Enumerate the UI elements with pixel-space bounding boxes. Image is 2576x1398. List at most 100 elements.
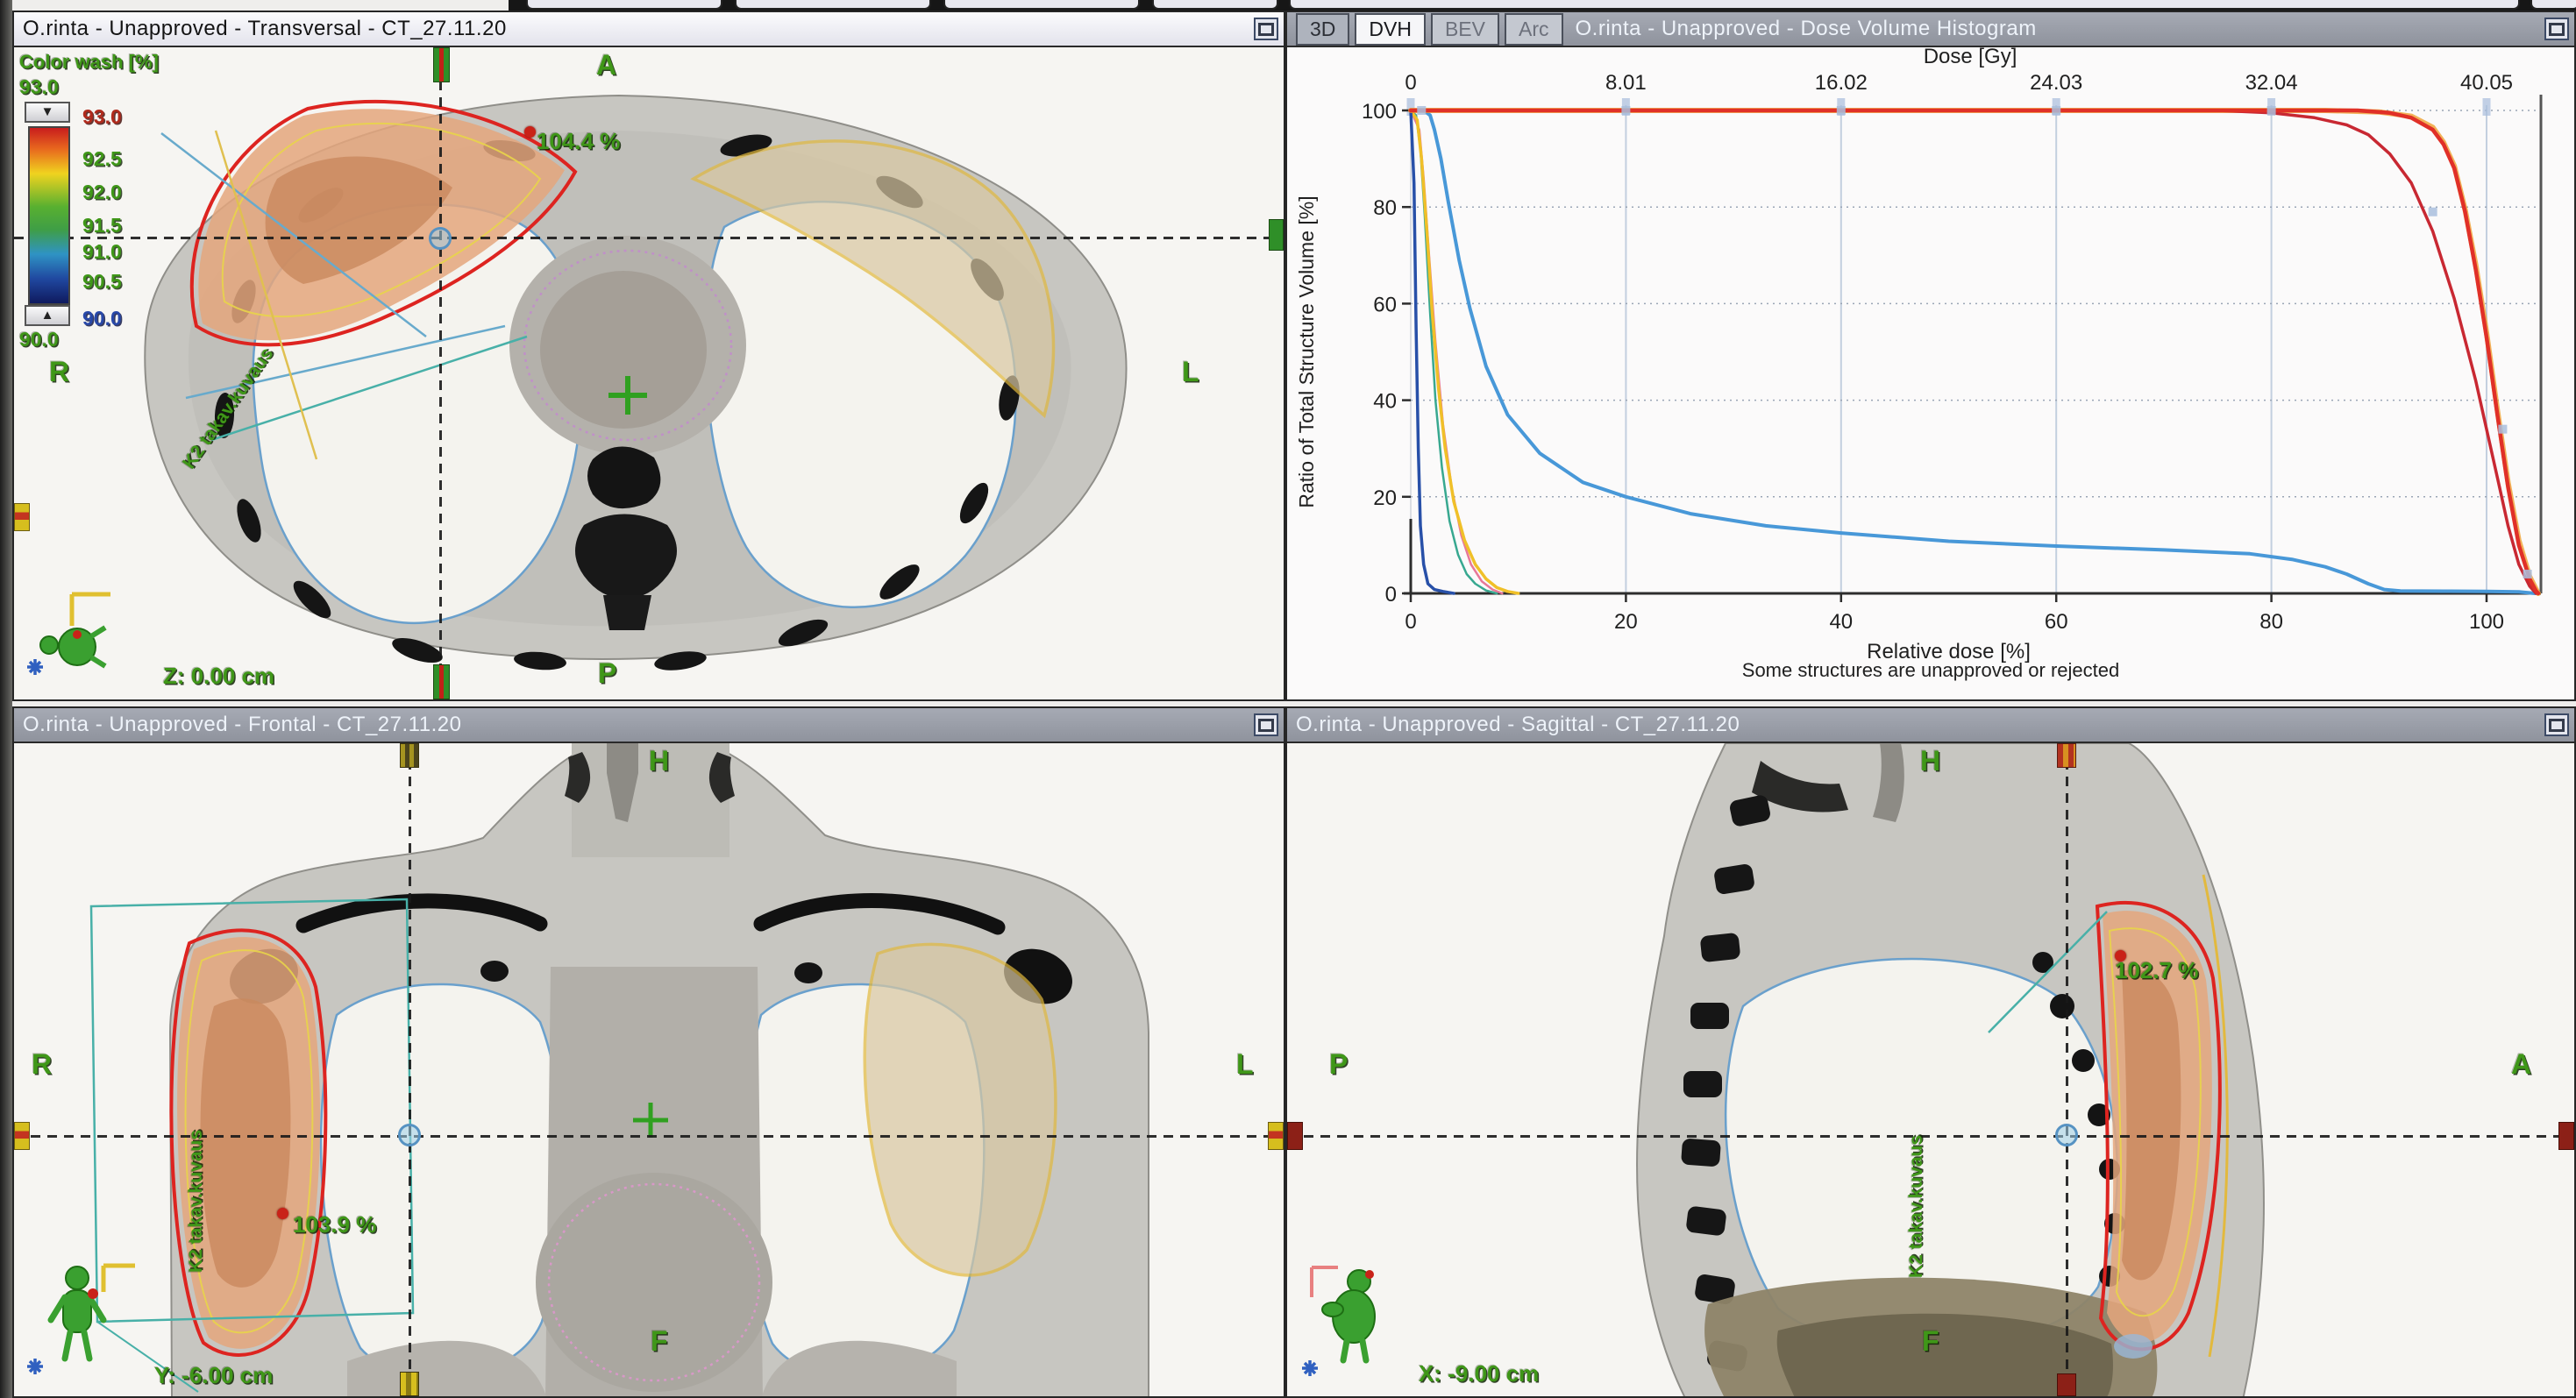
orientation-anterior: A: [2511, 1048, 2532, 1080]
sagittal-title: O.rinta - Unapproved - Sagittal - CT_27.…: [1296, 713, 1740, 736]
crosshair-vertical[interactable]: [439, 47, 442, 699]
tab-3d[interactable]: 3D: [1296, 12, 1350, 46]
color-wash-up-button[interactable]: ▼: [25, 102, 70, 123]
orientation-left: L: [1182, 356, 1199, 387]
couch-marker-bottom: [433, 664, 450, 699]
svg-text:0: 0: [1385, 583, 1397, 607]
scale-tick: 93.0: [82, 105, 122, 128]
crosshair-vertical[interactable]: [409, 743, 411, 1396]
dvh-titlebar: 3D DVH BEV Arc O.rinta - Unapproved - Do…: [1287, 12, 2574, 47]
dvh-plot-area: 0 8.01 16.02 24.03 32.04 40.05 Dose [Gy] 0 20 40 6…: [1287, 47, 2574, 699]
svg-text:80: 80: [2259, 610, 2283, 634]
patient-orientation-icon: [1302, 1266, 1376, 1376]
toolbar-tab-fragment: [735, 0, 931, 10]
toolbar-tab-fragment: [943, 0, 1140, 10]
ct-sagittal-image: [1636, 743, 2265, 1396]
svg-text:80: 80: [1373, 196, 1397, 220]
toolbar-tab-fragment: [2530, 0, 2576, 10]
svg-text:20: 20: [1373, 486, 1397, 510]
color-wash-down-button[interactable]: ▲: [25, 305, 70, 326]
scan-edge-strip: [0, 0, 12, 1398]
svg-text:0: 0: [1405, 71, 1416, 95]
transversal-viewport-panel: O.rinta - Unapproved - Transversal - CT_…: [12, 11, 1285, 701]
orientation-right: R: [32, 1048, 53, 1080]
dvh-title: O.rinta - Unapproved - Dose Volume Histo…: [1575, 17, 2037, 40]
orientation-posterior: P: [598, 657, 617, 689]
svg-text:100: 100: [2469, 610, 2504, 634]
svg-text:32.04: 32.04: [2245, 71, 2298, 95]
dvh-chart-view: 0 8.01 16.02 24.03 32.04 40.05 Dose [Gy] 0 20 40 6…: [1287, 47, 2574, 699]
dvh-tabbar: 3D DVH BEV Arc: [1296, 12, 1563, 46]
tab-arc[interactable]: Arc: [1505, 12, 1563, 46]
couch-marker-left: [14, 1122, 30, 1150]
svg-text:Ratio of Total Structure Volum: Ratio of Total Structure Volume [%]: [1295, 195, 1318, 507]
transversal-title: O.rinta - Unapproved - Transversal - CT_…: [23, 17, 507, 40]
tab-bev[interactable]: BEV: [1430, 12, 1499, 46]
scale-tick: 92.5: [82, 147, 122, 170]
frontal-titlebar: O.rinta - Unapproved - Frontal - CT_27.1…: [14, 708, 1284, 743]
restore-icon[interactable]: [1254, 18, 1278, 40]
field-label: K2 takav.kuvaus: [1906, 1134, 1926, 1278]
dose-max-point: [277, 1208, 288, 1219]
couch-marker-top: [400, 743, 419, 768]
dose-max-label: 102.7 %: [2115, 957, 2199, 983]
sagittal-titlebar: O.rinta - Unapproved - Sagittal - CT_27.…: [1287, 708, 2574, 743]
couch-marker-right: [1269, 219, 1284, 251]
transversal-ct-view[interactable]: Color wash [%] 93.0 ▼ ▲ 93.0 92.5 92.0 9…: [14, 47, 1284, 699]
crosshair-horizontal[interactable]: [14, 237, 1284, 239]
tab-dvh[interactable]: DVH: [1355, 12, 1426, 46]
slice-position-label: Y: -6.00 cm: [154, 1362, 274, 1388]
scale-tick: 91.5: [82, 214, 122, 237]
frontal-viewport-panel: O.rinta - Unapproved - Frontal - CT_27.1…: [12, 706, 1285, 1398]
svg-text:100: 100: [1362, 100, 1397, 124]
patient-orientation-icon: [27, 1263, 135, 1374]
dose-max-point: [2115, 950, 2126, 962]
toolbar-tab-fragment: [1289, 0, 2520, 10]
crosshair-vertical[interactable]: [2066, 743, 2068, 1396]
couch-marker-left: [14, 503, 30, 531]
orientation-right: R: [49, 356, 70, 387]
frontal-title: O.rinta - Unapproved - Frontal - CT_27.1…: [23, 713, 462, 736]
orientation-posterior: P: [1329, 1048, 1348, 1080]
restore-icon[interactable]: [2544, 713, 2569, 736]
orientation-head: H: [1920, 745, 1941, 777]
sagittal-ct-view[interactable]: H P A F 102.7 % K2 takav.kuvaus X: -9.00…: [1287, 743, 2574, 1396]
orientation-head: H: [649, 745, 670, 777]
transversal-titlebar: O.rinta - Unapproved - Transversal - CT_…: [14, 12, 1284, 47]
restore-icon[interactable]: [1254, 713, 1278, 736]
slice-position-label: X: -9.00 cm: [1419, 1360, 1540, 1387]
couch-marker-bottom: [2057, 1373, 2076, 1396]
color-wash-legend: Color wash [%] 93.0 ▼ ▲ 93.0 92.5 92.0 9…: [19, 51, 186, 351]
dvh-status-message: Some structures are unapproved or reject…: [1741, 659, 2120, 681]
dvh-chart: 0 8.01 16.02 24.03 32.04 40.05 Dose [Gy] 0 20 40 6…: [1295, 47, 2543, 664]
svg-text:40.05: 40.05: [2460, 71, 2513, 95]
svg-text:24.03: 24.03: [2030, 71, 2082, 95]
sagittal-viewport-panel: O.rinta - Unapproved - Sagittal - CT_27.…: [1285, 706, 2576, 1398]
svg-text:Relative dose [%]: Relative dose [%]: [1867, 640, 2031, 664]
svg-text:60: 60: [1373, 293, 1397, 316]
svg-text:0: 0: [1405, 610, 1416, 634]
crosshair-center-marker[interactable]: [2055, 1124, 2078, 1146]
crosshair-horizontal[interactable]: [14, 1135, 1284, 1138]
color-wash-gradient-bar[interactable]: [28, 126, 70, 305]
crosshair-center-marker[interactable]: [429, 227, 452, 250]
couch-marker-left: [1287, 1122, 1303, 1150]
dose-max-label: 104.4 %: [537, 128, 621, 154]
restore-icon[interactable]: [2544, 18, 2569, 40]
color-wash-title: Color wash [%]: [19, 51, 159, 73]
svg-text:Dose [Gy]: Dose [Gy]: [1924, 47, 2017, 68]
svg-text:8.01: 8.01: [1605, 71, 1647, 95]
color-wash-max: 93.0: [19, 75, 59, 98]
dose-max-point: [524, 126, 536, 138]
couch-marker-right: [2558, 1122, 2574, 1150]
scale-tick: 91.0: [82, 240, 122, 263]
slice-position-label: Z: 0.00 cm: [163, 663, 275, 689]
svg-text:40: 40: [1829, 610, 1853, 634]
frontal-ct-view[interactable]: H R L F 103.9 % K2 takav.kuvaus Y: -6.00…: [14, 743, 1284, 1396]
ct-transversal-image: [144, 94, 1128, 671]
toolbar-tab-fragment: [1152, 0, 1278, 10]
orientation-anterior: A: [596, 49, 617, 81]
crosshair-horizontal[interactable]: [1287, 1135, 2574, 1138]
dvh-panel: 3D DVH BEV Arc O.rinta - Unapproved - Do…: [1285, 11, 2576, 701]
crosshair-center-marker[interactable]: [398, 1124, 421, 1146]
